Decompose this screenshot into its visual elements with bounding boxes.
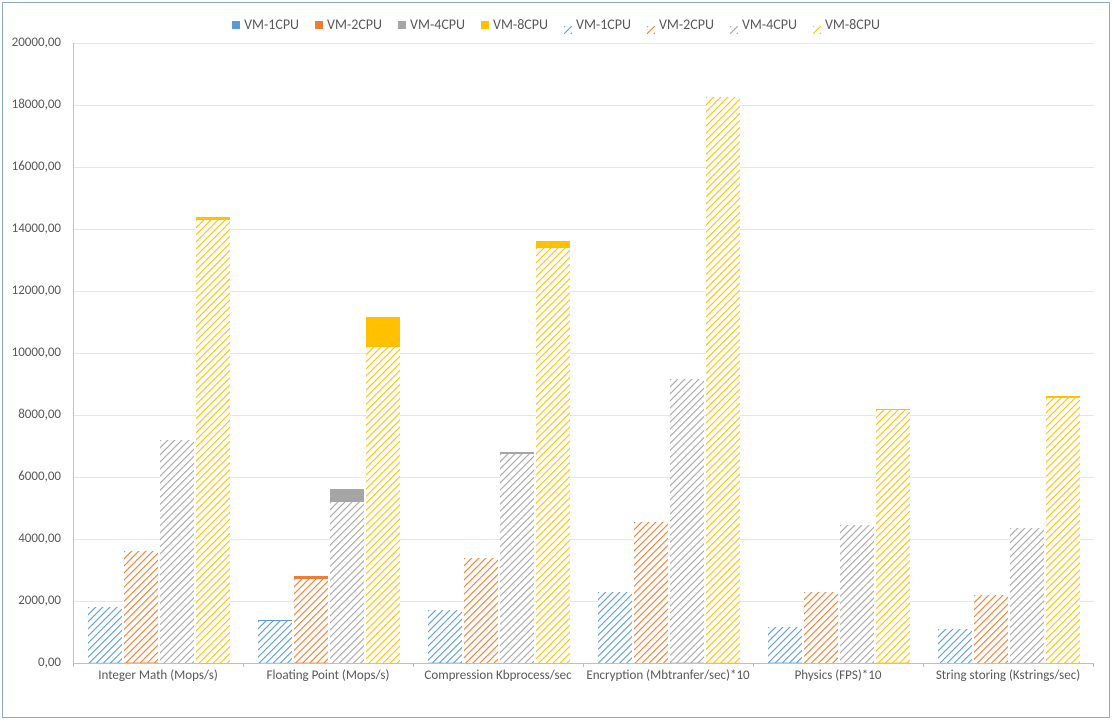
y-axis-label: 14000,00 <box>1 221 61 236</box>
legend-item: VM-1CPU <box>564 15 631 33</box>
plot-area <box>73 43 1094 664</box>
bar-hatched <box>536 248 570 663</box>
legend-swatch-hatched <box>647 21 655 29</box>
bar-hatched <box>840 525 874 663</box>
x-tick <box>1093 663 1094 667</box>
legend-swatch-solid <box>232 21 240 29</box>
bar-hatched <box>88 607 122 663</box>
legend-item: VM-1CPU <box>232 15 299 33</box>
y-axis-label: 16000,00 <box>1 159 61 174</box>
legend-item: VM-2CPU <box>315 15 382 33</box>
x-tick <box>73 663 74 667</box>
x-tick <box>413 663 414 667</box>
bar-hatched <box>1046 398 1080 663</box>
bar-hatched <box>258 621 292 663</box>
y-axis-label: 18000,00 <box>1 97 61 112</box>
y-axis-label: 20000,00 <box>1 35 61 50</box>
bar-hatched <box>938 629 972 663</box>
legend-item: VM-4CPU <box>398 15 465 33</box>
bar-hatched <box>768 627 802 663</box>
bar-hatched <box>500 454 534 663</box>
bar-hatched <box>706 97 740 663</box>
legend-swatch-solid <box>481 21 489 29</box>
bar-hatched <box>876 410 910 663</box>
bar-hatched <box>124 551 158 663</box>
bar-hatched <box>330 502 364 663</box>
legend-label: VM-8CPU <box>825 16 880 33</box>
legend-label: VM-4CPU <box>742 16 797 33</box>
x-axis-label: Compression Kbprocess/sec <box>413 668 583 684</box>
legend-item: VM-8CPU <box>813 15 880 33</box>
x-axis-label: Integer Math (Mops/s) <box>73 668 243 684</box>
x-axis-label: Floating Point (Mops/s) <box>243 668 413 684</box>
bar-hatched <box>464 558 498 663</box>
bar-hatched <box>196 220 230 663</box>
legend-label: VM-2CPU <box>327 16 382 33</box>
y-axis-label: 2000,00 <box>1 593 61 608</box>
chart-frame: VM-1CPU VM-2CPU VM-4CPU VM-8CPU VM-1CPU VM-2C… <box>2 2 1110 718</box>
bar-hatched <box>634 522 668 663</box>
legend-label: VM-8CPU <box>493 16 548 33</box>
bar-hatched <box>294 579 328 663</box>
y-axis-label: 6000,00 <box>1 469 61 484</box>
bar-hatched <box>428 610 462 663</box>
bar-hatched <box>670 379 704 663</box>
y-axis-label: 8000,00 <box>1 407 61 422</box>
legend: VM-1CPU VM-2CPU VM-4CPU VM-8CPU VM-1CPU VM-2C… <box>3 15 1109 33</box>
x-tick <box>753 663 754 667</box>
bar-hatched <box>160 440 194 663</box>
y-axis-label: 12000,00 <box>1 283 61 298</box>
bar-hatched <box>598 592 632 663</box>
gridline <box>74 167 1094 168</box>
y-axis-label: 10000,00 <box>1 345 61 360</box>
gridline <box>74 43 1094 44</box>
legend-swatch-hatched <box>564 21 572 29</box>
x-tick <box>243 663 244 667</box>
x-axis-label: String storing (Kstrings/sec) <box>923 668 1093 684</box>
x-axis-label: Physics (FPS)*10 <box>753 668 923 684</box>
gridline <box>74 105 1094 106</box>
legend-swatch-hatched <box>813 21 821 29</box>
legend-item: VM-8CPU <box>481 15 548 33</box>
y-axis-label: 4000,00 <box>1 531 61 546</box>
legend-item: VM-4CPU <box>730 15 797 33</box>
legend-swatch-hatched <box>730 21 738 29</box>
x-axis-label: Encryption (Mbtranfer/sec)*10 <box>583 668 753 684</box>
bar-hatched <box>974 595 1008 663</box>
legend-label: VM-1CPU <box>576 16 631 33</box>
y-axis-label: 0,00 <box>1 655 61 670</box>
bar-hatched <box>804 592 838 663</box>
x-tick <box>923 663 924 667</box>
bar-hatched <box>366 347 400 663</box>
legend-label: VM-2CPU <box>659 16 714 33</box>
legend-label: VM-4CPU <box>410 16 465 33</box>
legend-label: VM-1CPU <box>244 16 299 33</box>
bar-hatched <box>1010 528 1044 663</box>
x-tick <box>583 663 584 667</box>
legend-swatch-solid <box>398 21 406 29</box>
legend-item: VM-2CPU <box>647 15 714 33</box>
legend-swatch-solid <box>315 21 323 29</box>
